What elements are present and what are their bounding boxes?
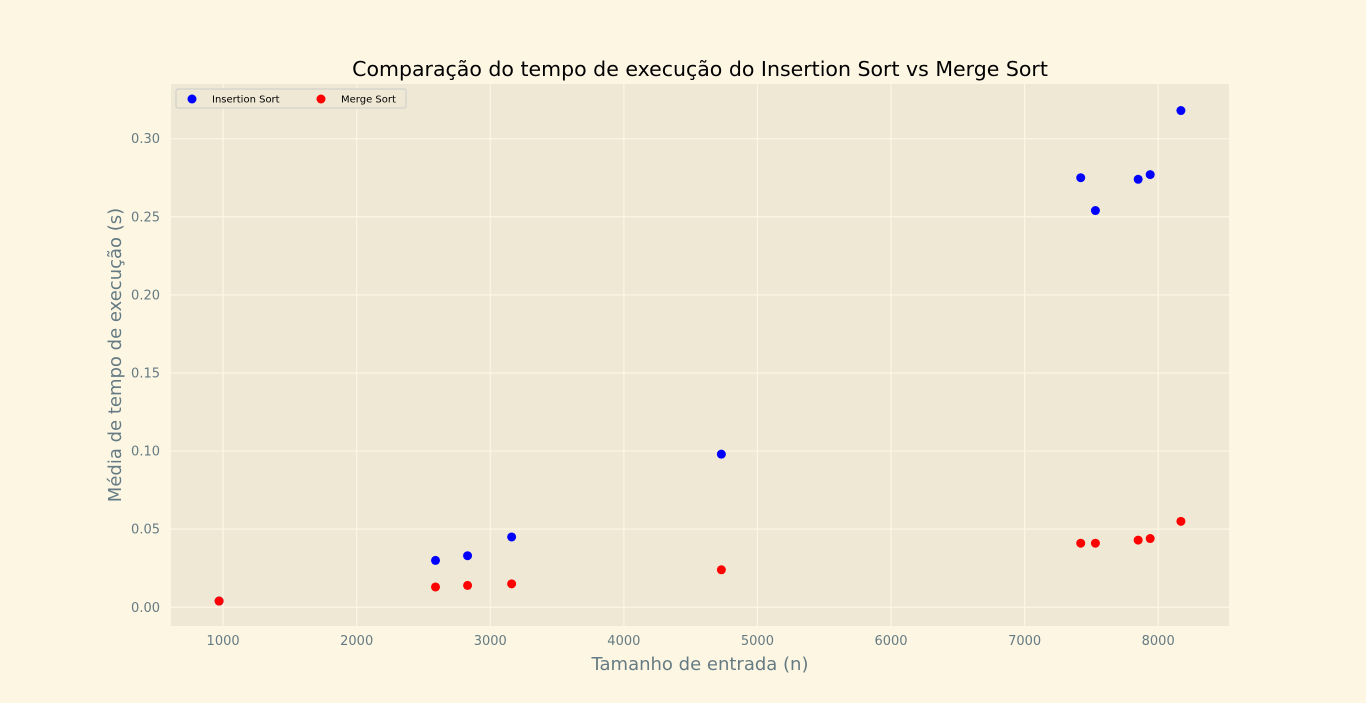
x-tick-label: 7000 <box>1008 634 1041 649</box>
data-point-series-1 <box>431 582 440 592</box>
data-point-series-0 <box>463 551 473 561</box>
data-point-series-0 <box>1133 174 1143 184</box>
data-point-series-1 <box>463 580 473 590</box>
data-point-series-0 <box>507 532 517 542</box>
y-tick-label: 0.00 <box>131 601 160 616</box>
legend: Insertion Sort Merge Sort <box>175 88 407 109</box>
legend-marker-insertion-sort <box>187 94 197 104</box>
plot-area <box>171 84 1229 626</box>
legend-marker-merge-sort <box>316 94 326 104</box>
data-point-series-1 <box>1076 538 1086 548</box>
legend-label-merge-sort: Merge Sort <box>341 95 396 106</box>
y-tick-label: 0.25 <box>131 210 160 225</box>
data-point-series-0 <box>716 449 726 459</box>
y-tick-label: 0.15 <box>131 366 160 381</box>
x-tick-label: 3000 <box>474 634 507 649</box>
data-point-series-1 <box>1176 516 1186 526</box>
data-point-series-0 <box>1090 206 1100 216</box>
grid-lines <box>171 84 1229 626</box>
data-point-series-1 <box>1090 538 1100 548</box>
x-tick-label: 6000 <box>874 634 907 649</box>
y-tick-label: 0.10 <box>131 445 160 460</box>
y-tick-labels: 0.00 0.05 0.10 0.15 0.20 0.25 0.30 <box>131 132 160 616</box>
data-point-series-0 <box>431 555 440 565</box>
y-axis-label: Média de tempo de execução (s) <box>105 208 126 502</box>
data-point-series-1 <box>716 565 726 575</box>
x-tick-label: 8000 <box>1142 634 1175 649</box>
legend-box <box>175 88 407 109</box>
data-points <box>214 106 1186 606</box>
x-tick-label: 5000 <box>741 634 774 649</box>
x-tick-label: 1000 <box>207 634 240 649</box>
data-point-series-1 <box>507 579 517 589</box>
x-tick-label: 2000 <box>340 634 373 649</box>
x-tick-labels: 1000 2000 3000 4000 5000 6000 7000 8000 <box>207 634 1175 649</box>
data-point-series-1 <box>1145 534 1155 544</box>
data-point-series-0 <box>1076 173 1086 183</box>
chart-title: Comparação do tempo de execução do Inser… <box>352 57 1048 81</box>
y-tick-label: 0.20 <box>131 288 160 303</box>
data-point-series-0 <box>1145 170 1155 180</box>
x-axis-label: Tamanho de entrada (n) <box>591 654 809 675</box>
x-tick-label: 4000 <box>607 634 640 649</box>
data-point-series-1 <box>214 596 224 606</box>
data-point-series-1 <box>1133 535 1143 545</box>
data-point-series-0 <box>1176 106 1186 116</box>
legend-label-insertion-sort: Insertion Sort <box>212 95 280 106</box>
y-tick-label: 0.30 <box>131 132 160 147</box>
y-tick-label: 0.05 <box>131 523 160 538</box>
